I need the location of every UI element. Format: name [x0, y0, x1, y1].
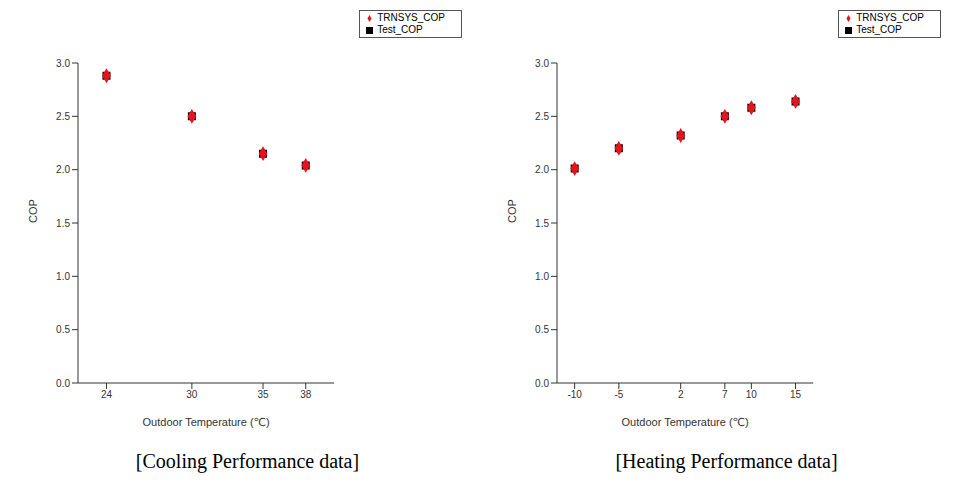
svg-text:38: 38 [300, 389, 312, 400]
svg-text:35: 35 [257, 389, 269, 400]
svg-text:3.0: 3.0 [56, 58, 70, 69]
svg-text:Outdoor Temperature (℃): Outdoor Temperature (℃) [622, 416, 749, 428]
svg-text:30: 30 [186, 389, 198, 400]
svg-text:3.0: 3.0 [535, 58, 549, 69]
svg-text:2.0: 2.0 [535, 164, 549, 175]
html-text:[Heating Performance data]: [Heating Performance data] [615, 450, 838, 472]
svg-text:24: 24 [101, 389, 113, 400]
svg-text:1.0: 1.0 [56, 271, 70, 282]
html-text:TRNSYS_COP: TRNSYS_COP [377, 12, 445, 23]
svg-text:COP: COP [506, 199, 518, 223]
svg-text:-5: -5 [614, 389, 623, 400]
svg-text:1.5: 1.5 [535, 218, 549, 229]
html-text:Test_COP: Test_COP [856, 24, 902, 35]
svg-text:0.0: 0.0 [56, 378, 70, 389]
html-text:TRNSYS_COP: TRNSYS_COP [856, 12, 924, 23]
svg-text:2.0: 2.0 [56, 164, 70, 175]
svg-text:15: 15 [790, 389, 802, 400]
svg-text:COP: COP [27, 199, 39, 223]
html-text:[Cooling Performance data]: [Cooling Performance data] [135, 450, 360, 472]
svg-text:0.5: 0.5 [56, 324, 70, 335]
svg-text:10: 10 [746, 389, 758, 400]
svg-text:-10: -10 [567, 389, 582, 400]
svg-text:2.5: 2.5 [535, 111, 549, 122]
svg-text:2.5: 2.5 [56, 111, 70, 122]
svg-text:1.5: 1.5 [56, 218, 70, 229]
svg-text:7: 7 [722, 389, 728, 400]
html-text:Test_COP: Test_COP [377, 24, 423, 35]
svg-text:2: 2 [678, 389, 684, 400]
svg-text:Outdoor Temperature (℃): Outdoor Temperature (℃) [143, 416, 270, 428]
svg-text:0.5: 0.5 [535, 324, 549, 335]
svg-text:1.0: 1.0 [535, 271, 549, 282]
svg-text:0.0: 0.0 [535, 378, 549, 389]
